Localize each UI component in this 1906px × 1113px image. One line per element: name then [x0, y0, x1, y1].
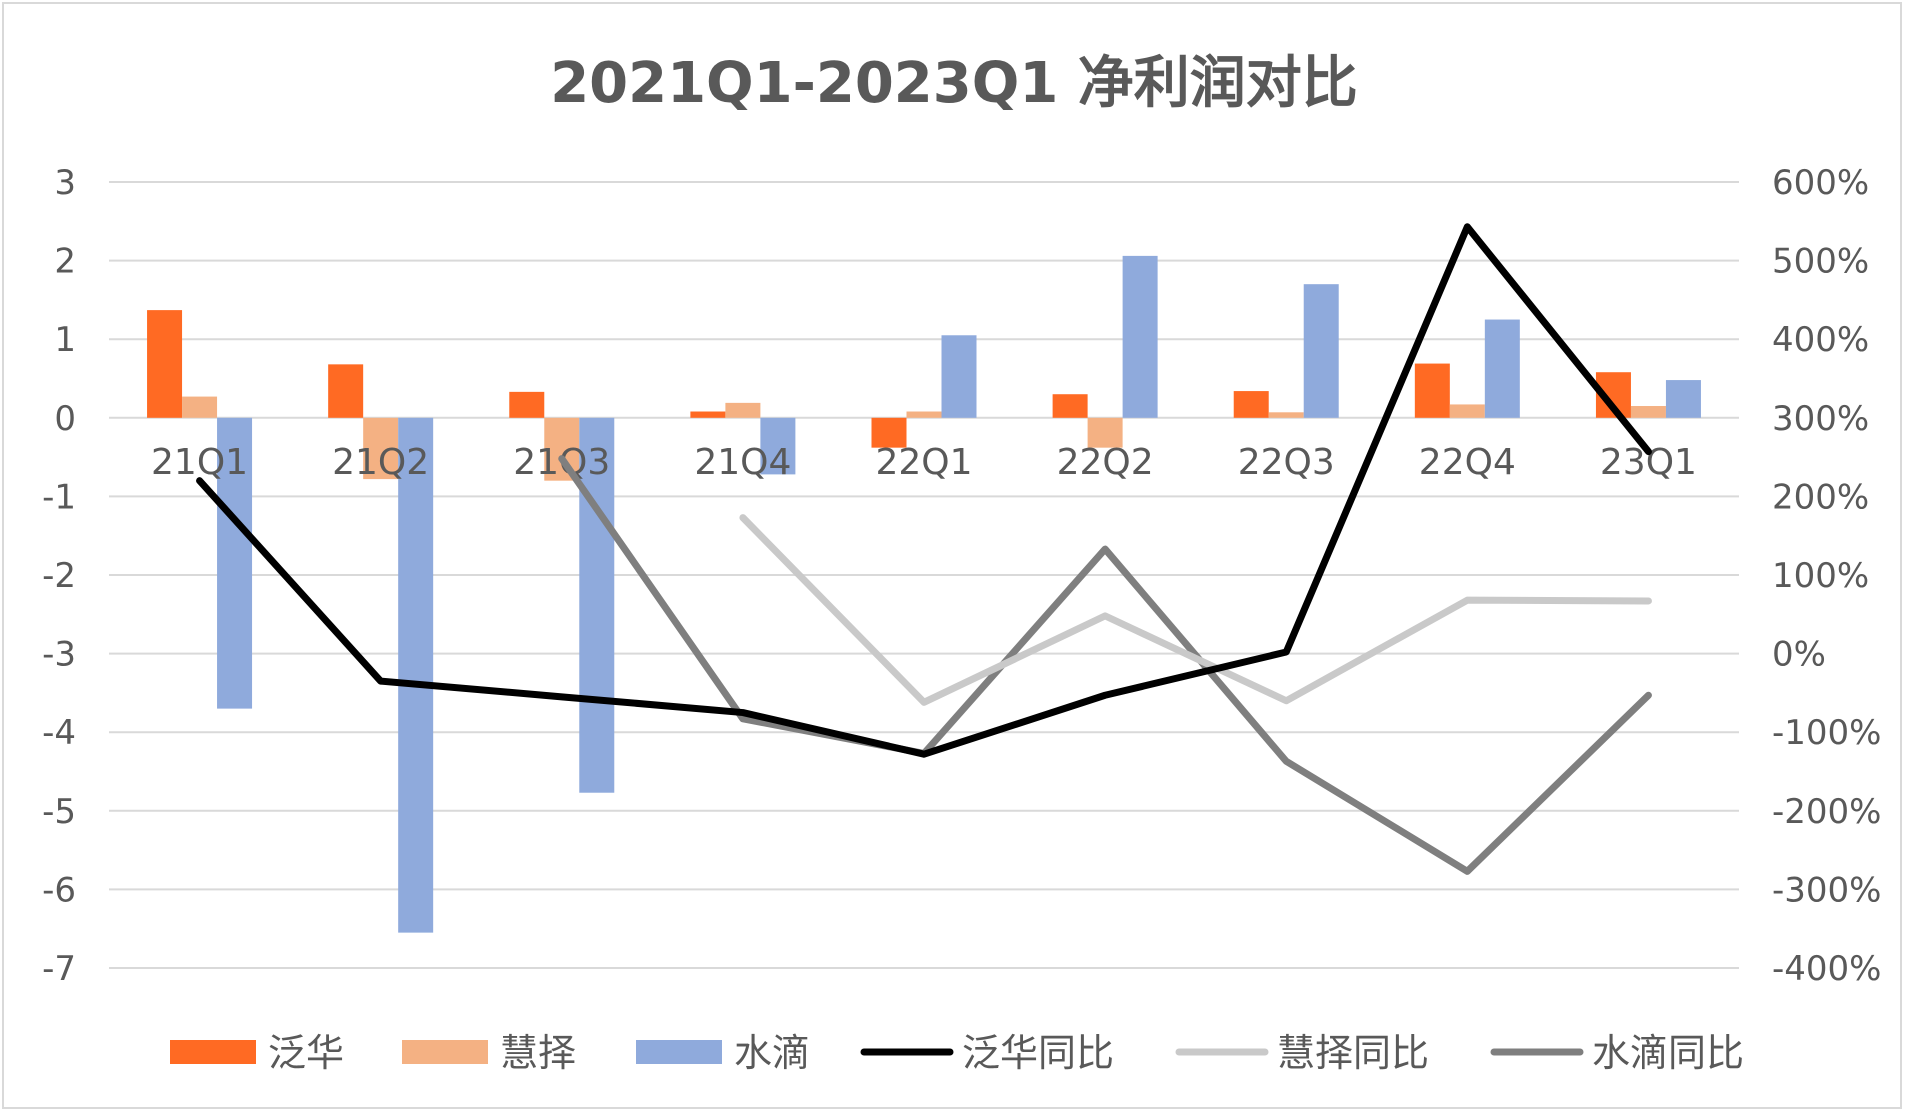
right-tick-label: 400%	[1772, 320, 1869, 360]
bar	[1630, 406, 1666, 418]
bar	[690, 411, 726, 418]
bar	[217, 417, 253, 709]
right-tick-label: -100%	[1772, 713, 1881, 753]
category-label: 21Q1	[151, 442, 248, 483]
category-label: 22Q4	[1419, 442, 1516, 483]
left-tick-label: -3	[42, 635, 76, 675]
bar	[1449, 404, 1485, 418]
category-label: 21Q2	[332, 442, 429, 483]
right-tick-label: -400%	[1772, 949, 1881, 989]
bar	[760, 417, 796, 475]
category-axis: 21Q1 21Q2 21Q3 21Q4 22Q1 22Q2 22Q3 22Q4 23Q1	[151, 442, 1697, 483]
bar	[509, 391, 545, 418]
bar	[1233, 391, 1269, 418]
right-axis: 600% 500% 400% 300% 200% 100% 0% -100% -200% -300…	[1772, 163, 1881, 989]
legend-swatch	[170, 1040, 256, 1064]
legend-label: 泛华	[268, 1031, 344, 1075]
category-label: 21Q4	[694, 442, 791, 483]
legend-label: 慧择	[500, 1031, 576, 1075]
chart-title: 2021Q1-2023Q1 净利润对比	[550, 51, 1358, 116]
right-tick-label: 0%	[1772, 635, 1826, 675]
bar	[1052, 394, 1088, 418]
left-axis: 3 2 1 0 -1 -2 -3 -4 -5 -6 -7	[42, 163, 76, 989]
right-tick-label: 300%	[1772, 399, 1869, 439]
bar	[906, 411, 942, 418]
right-tick-label: 100%	[1772, 556, 1869, 596]
right-tick-label: 600%	[1772, 163, 1869, 203]
right-tick-label: 200%	[1772, 477, 1869, 517]
left-tick-label: -1	[42, 477, 76, 517]
gridlines	[109, 181, 1739, 969]
left-tick-label: 2	[54, 242, 76, 282]
chart-canvas: 2021Q1-2023Q1 净利润对比 3 2 1 0 -1 -2 -3 -4 -5 -6 -7 6…	[42, 51, 1881, 1075]
left-tick-label: 0	[54, 399, 76, 439]
bar	[182, 396, 218, 418]
left-tick-label: 1	[54, 320, 76, 360]
bar	[1414, 363, 1450, 418]
right-tick-label: -300%	[1772, 870, 1881, 910]
left-tick-label: -5	[42, 792, 76, 832]
bar	[147, 310, 183, 418]
legend-swatch	[636, 1040, 722, 1064]
legend-label: 慧择同比	[1277, 1031, 1429, 1075]
left-tick-label: -2	[42, 556, 76, 596]
bar	[1268, 412, 1304, 418]
left-tick-label: -4	[42, 713, 76, 753]
bar	[363, 417, 399, 480]
bars	[147, 255, 1701, 933]
left-tick-label: 3	[54, 163, 76, 203]
series-line	[196, 223, 1652, 758]
legend-label: 泛华同比	[962, 1031, 1114, 1075]
bar	[1087, 417, 1123, 448]
bar	[1484, 319, 1520, 418]
bar	[871, 417, 907, 448]
bar	[725, 402, 761, 418]
category-label: 22Q2	[1057, 442, 1154, 483]
right-tick-label: -200%	[1772, 792, 1881, 832]
lines	[196, 223, 1652, 875]
bar	[579, 417, 615, 793]
legend-label: 水滴同比	[1592, 1031, 1744, 1075]
bar	[1303, 284, 1339, 418]
category-label: 22Q3	[1238, 442, 1335, 483]
left-tick-label: -6	[42, 870, 76, 910]
bar	[398, 417, 434, 933]
bar	[328, 364, 364, 418]
series-line	[739, 514, 1652, 706]
right-tick-label: 500%	[1772, 242, 1869, 282]
left-tick-label: -7	[42, 949, 76, 989]
legend-label: 水滴	[734, 1031, 810, 1075]
legend: 泛华 慧择 水滴 泛华同比 慧择同比 水滴同比	[170, 1031, 1744, 1075]
bar	[1122, 255, 1158, 418]
bar	[1665, 380, 1701, 418]
legend-swatch	[402, 1040, 488, 1064]
series-line	[558, 455, 1652, 875]
category-label: 22Q1	[875, 442, 972, 483]
bar	[941, 335, 977, 418]
